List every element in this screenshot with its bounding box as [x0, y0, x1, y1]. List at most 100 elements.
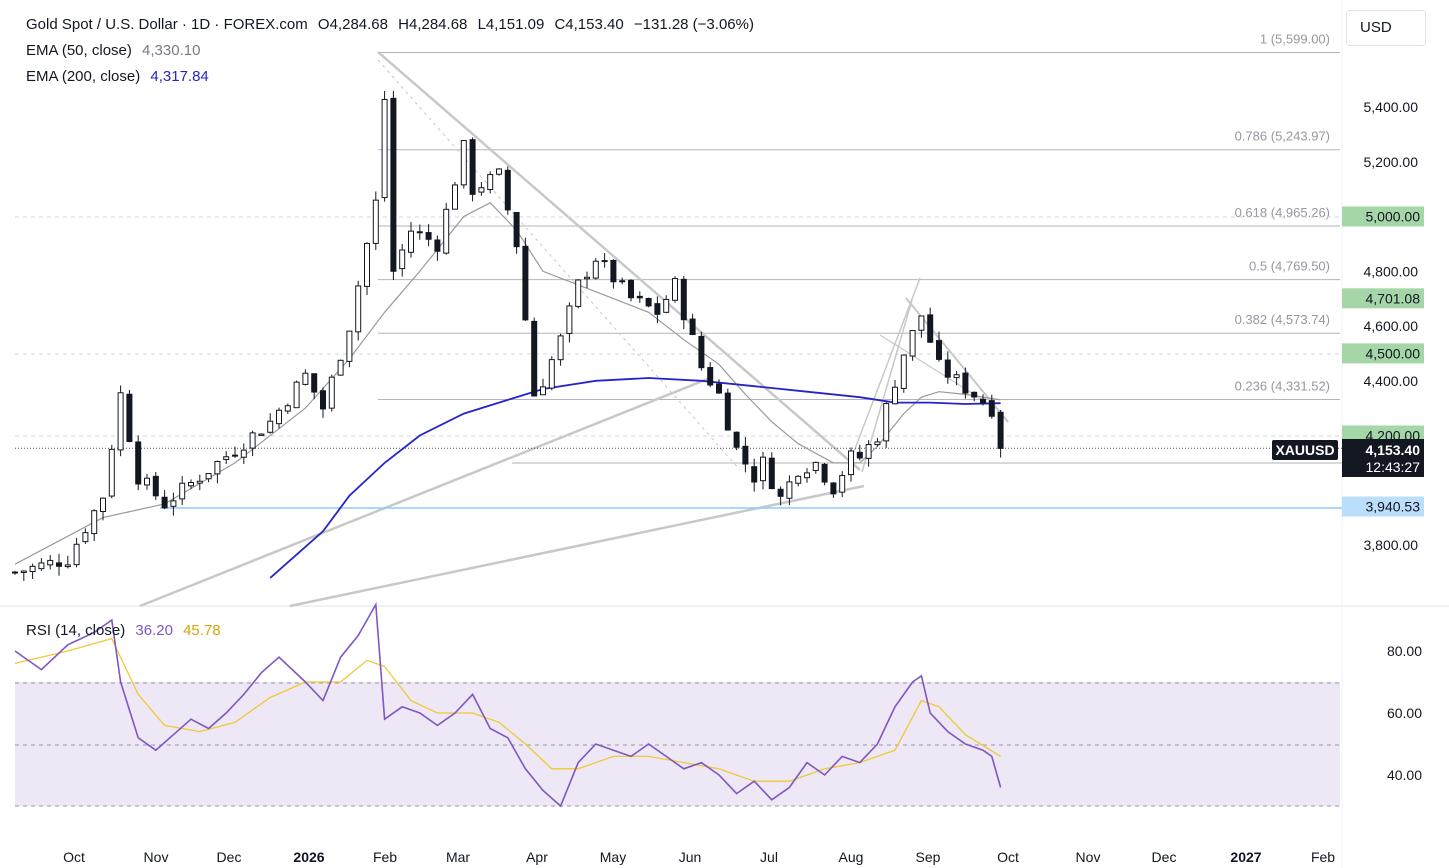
fibonacci-retracement[interactable]: 1 (5,599.00) 0.786 (5,243.97) 0.618 (4,965…: [378, 32, 1340, 400]
candle-body: [971, 391, 978, 398]
rsi-axis[interactable]: 80.00 60.00 40.00: [1387, 643, 1422, 783]
candle-body: [883, 403, 890, 442]
candle-body: [249, 432, 256, 449]
candle-body: [38, 562, 45, 570]
channel-line-rising[interactable]: [849, 277, 921, 463]
candle-body: [584, 276, 590, 280]
candle-body: [135, 441, 142, 485]
candle-body: [716, 383, 722, 394]
candle-body: [504, 169, 511, 211]
candle-body: [821, 463, 828, 483]
price-label-text: 4,701.08: [1366, 290, 1421, 306]
candle-body: [126, 393, 133, 442]
time-tick-label: Feb: [373, 849, 397, 865]
time-tick-label: Nov: [144, 849, 169, 865]
fib-level-label: 0.5 (4,769.50): [1249, 259, 1330, 274]
candle-body: [56, 562, 62, 567]
currency-button[interactable]: USD: [1346, 10, 1426, 46]
time-tick-label: Jul: [760, 849, 778, 865]
price-tick-label: 5,200.00: [1364, 154, 1419, 170]
candle-body: [205, 473, 212, 480]
rising-trendline-lower[interactable]: [289, 484, 865, 608]
horizontal-levels[interactable]: [15, 216, 1342, 509]
last-price-text: 4,153.40: [1366, 442, 1421, 458]
candle-body: [117, 392, 124, 451]
price-label-box: [1342, 288, 1424, 309]
candle-body: [196, 480, 203, 484]
candle-body: [680, 278, 687, 321]
time-tick-label: May: [600, 849, 626, 865]
candle-body: [566, 305, 573, 334]
candle-body: [108, 448, 115, 497]
candle-body: [592, 260, 599, 279]
candle-body: [953, 374, 960, 379]
candle-body: [900, 354, 907, 389]
price-axis[interactable]: 5,400.00 5,200.00 4,800.00 4,600.00 4,400.00…: [1364, 99, 1419, 553]
time-tick-label: Oct: [63, 849, 85, 865]
candle-body: [293, 381, 300, 409]
candle-body: [276, 409, 282, 425]
candle-body: [144, 477, 150, 486]
candle-body: [267, 420, 274, 433]
candle-body: [689, 318, 696, 336]
candle-body: [73, 543, 80, 566]
rsi-tick-label: 60.00: [1387, 705, 1422, 721]
candle-body: [988, 400, 995, 417]
candle-body: [460, 140, 467, 186]
candle-body: [443, 208, 450, 254]
trendlines[interactable]: [139, 51, 1009, 608]
candle-body: [214, 460, 221, 475]
candle-body: [874, 441, 881, 446]
time-tick-label: Sep: [916, 849, 941, 865]
candle-body: [469, 139, 476, 195]
price-tick-label: 4,800.00: [1364, 263, 1419, 279]
ema50-legend[interactable]: EMA (50, close) 4,330.10: [26, 42, 206, 59]
open-value: O4,284.68: [317, 16, 388, 33]
change-value: −131.28 (−3.06%): [633, 16, 754, 33]
candle-body: [179, 482, 186, 500]
time-tick-label: 2027: [1230, 849, 1261, 865]
candle-body: [302, 372, 309, 385]
time-axis[interactable]: Oct Nov Dec 2026 Feb Mar Apr May Jun Jul Aug Sep Oct…: [63, 849, 1335, 865]
symbol-tag: [1272, 440, 1338, 460]
candle-body: [496, 168, 502, 175]
candle-body: [812, 461, 819, 471]
price-label-box: [1342, 206, 1424, 227]
candle-body: [390, 97, 397, 272]
candle-body: [513, 211, 520, 248]
time-tick-label: Mar: [446, 849, 470, 865]
candle-body: [355, 285, 362, 333]
ema200-label: EMA (200, close): [26, 68, 141, 85]
candle-body: [707, 367, 714, 386]
ema200-legend[interactable]: EMA (200, close) 4,317.84: [26, 68, 215, 85]
candle-body: [548, 359, 555, 389]
candle-body: [936, 340, 942, 360]
candle-body: [346, 330, 353, 362]
rsi-ma-line[interactable]: [14, 637, 1001, 782]
candle-body: [839, 475, 846, 493]
ema50-line[interactable]: [14, 202, 1001, 565]
candle-body: [619, 280, 626, 283]
rising-trendline-upper[interactable]: [139, 376, 711, 608]
ema200-line[interactable]: [269, 377, 1001, 579]
candle-body: [161, 496, 168, 509]
candle-body: [830, 482, 837, 495]
time-tick-label: Dec: [1152, 849, 1177, 865]
rsi-line[interactable]: [14, 601, 1002, 808]
symbol-line[interactable]: Gold Spot / U.S. Dollar · 1D · FOREX.com: [26, 16, 308, 33]
candle-body: [232, 454, 238, 457]
candle-body: [645, 297, 652, 307]
symbol-tag-text: XAUUSD: [1275, 442, 1334, 458]
candle-body: [751, 466, 758, 483]
rsi-legend[interactable]: RSI (14, close) 36.20 45.78: [26, 622, 227, 639]
price-tick-label: 4,400.00: [1364, 373, 1419, 389]
candle-body: [760, 456, 766, 482]
price-label-box: [1342, 343, 1424, 364]
candle-body: [522, 245, 529, 321]
channel-line-rising-2[interactable]: [861, 299, 913, 473]
candle-body: [848, 450, 854, 476]
downtrend-line-major[interactable]: [377, 51, 861, 471]
candlesticks[interactable]: [12, 90, 1004, 581]
candle-body: [672, 278, 678, 301]
